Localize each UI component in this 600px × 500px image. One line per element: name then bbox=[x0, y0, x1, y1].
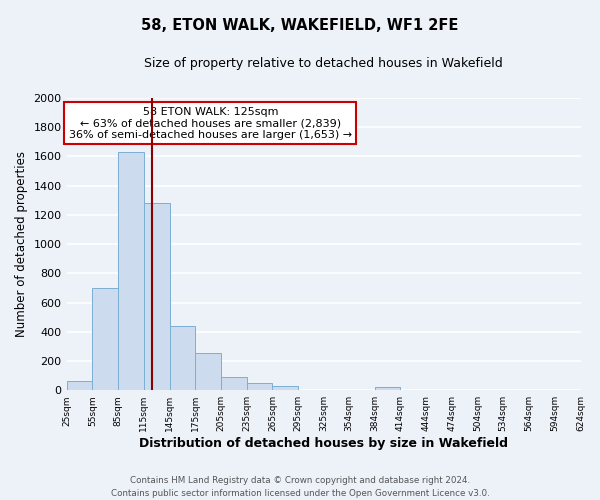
Bar bbox=[92, 288, 118, 390]
Y-axis label: Number of detached properties: Number of detached properties bbox=[15, 151, 28, 337]
Bar bbox=[195, 353, 221, 390]
Bar bbox=[144, 203, 170, 390]
Bar bbox=[247, 383, 272, 390]
Bar bbox=[221, 377, 247, 390]
Bar bbox=[272, 386, 298, 390]
Bar bbox=[67, 380, 92, 390]
Bar bbox=[374, 388, 400, 390]
Bar bbox=[170, 326, 195, 390]
Bar bbox=[118, 152, 144, 390]
Text: Contains HM Land Registry data © Crown copyright and database right 2024.
Contai: Contains HM Land Registry data © Crown c… bbox=[110, 476, 490, 498]
Text: 58, ETON WALK, WAKEFIELD, WF1 2FE: 58, ETON WALK, WAKEFIELD, WF1 2FE bbox=[142, 18, 458, 32]
X-axis label: Distribution of detached houses by size in Wakefield: Distribution of detached houses by size … bbox=[139, 437, 508, 450]
Text: 58 ETON WALK: 125sqm
← 63% of detached houses are smaller (2,839)
36% of semi-de: 58 ETON WALK: 125sqm ← 63% of detached h… bbox=[69, 107, 352, 140]
Title: Size of property relative to detached houses in Wakefield: Size of property relative to detached ho… bbox=[144, 58, 503, 70]
